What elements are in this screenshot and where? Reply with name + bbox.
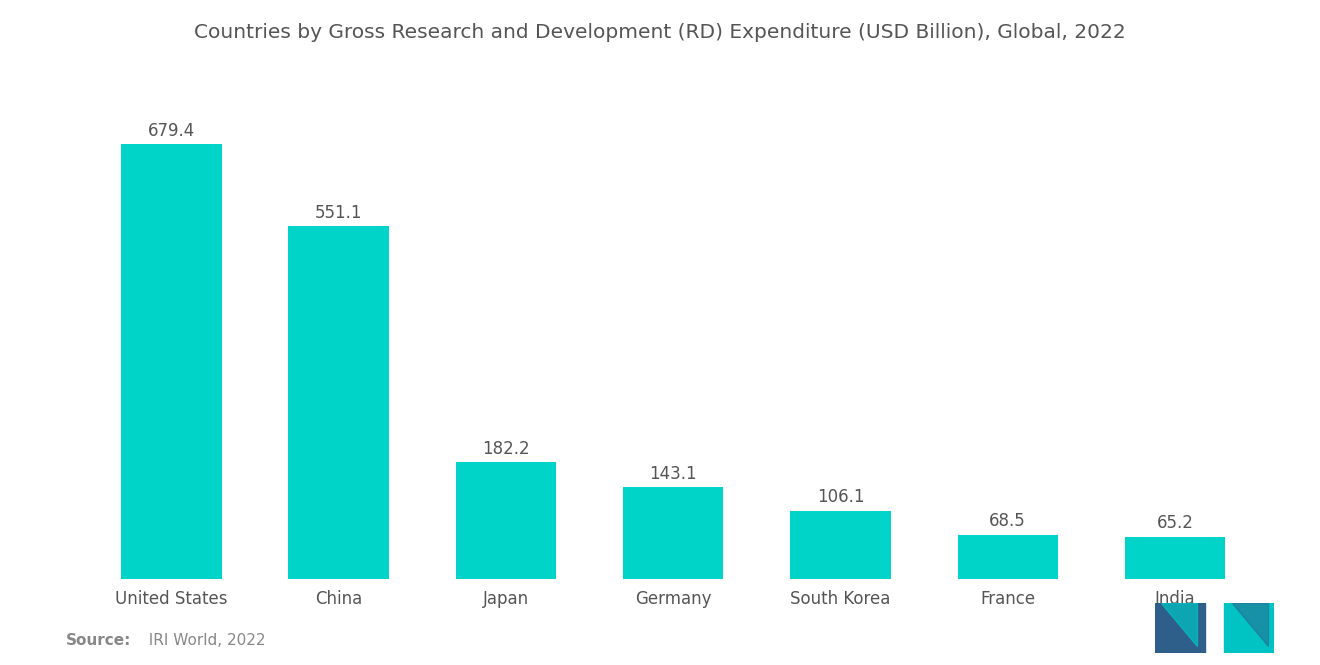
Bar	[121, 144, 222, 579]
Polygon shape	[1155, 603, 1205, 653]
Bar	[623, 487, 723, 579]
Text: 551.1: 551.1	[315, 203, 363, 221]
Bar	[957, 535, 1057, 579]
Text: 679.4: 679.4	[148, 122, 195, 140]
Text: 182.2: 182.2	[482, 440, 529, 458]
Bar	[455, 462, 556, 579]
Text: 106.1: 106.1	[817, 488, 865, 506]
Text: Countries by Gross Research and Development (RD) Expenditure (USD Billion), Glob: Countries by Gross Research and Developm…	[194, 23, 1126, 43]
Bar	[791, 511, 891, 579]
Text: 143.1: 143.1	[649, 465, 697, 483]
Text: Source:: Source:	[66, 633, 132, 648]
Bar	[289, 226, 389, 579]
Polygon shape	[1224, 603, 1274, 653]
Polygon shape	[1162, 603, 1196, 646]
Text: 65.2: 65.2	[1156, 515, 1193, 533]
Text: 68.5: 68.5	[990, 512, 1026, 530]
Bar	[1125, 537, 1225, 579]
Polygon shape	[1233, 603, 1267, 646]
Text: IRI World, 2022: IRI World, 2022	[139, 633, 265, 648]
